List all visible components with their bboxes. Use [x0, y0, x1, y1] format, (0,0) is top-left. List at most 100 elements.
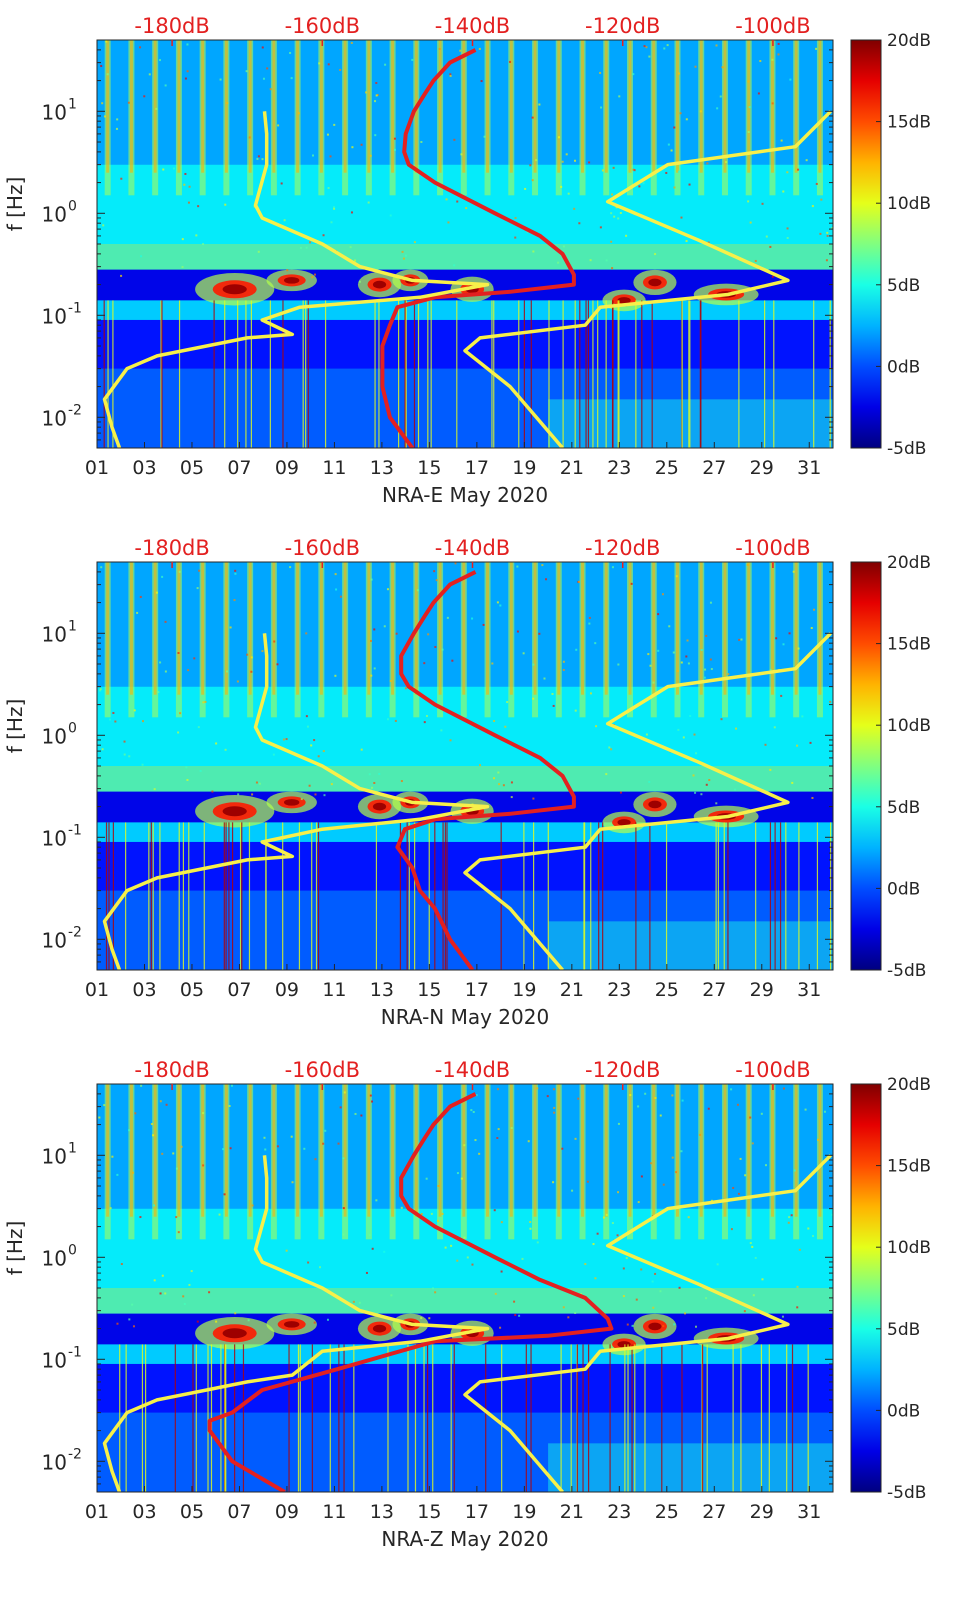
y-tick-label: 10	[42, 724, 67, 748]
series-line-1	[207, 1092, 614, 1492]
x-tick-label: 05	[180, 979, 204, 1001]
top-axis-tick-label: -100dB	[735, 14, 810, 38]
spectrogram-image	[97, 562, 833, 970]
colorbar-tick-label: 20dB	[887, 31, 931, 51]
y-tick-label: 10	[42, 1144, 67, 1168]
colorbar-tick-label: 10dB	[887, 1238, 931, 1258]
spectrogram-image	[97, 40, 833, 448]
x-tick-label: 11	[322, 457, 346, 479]
y-axis-label: f [Hz]	[3, 699, 27, 754]
x-tick-label: 15	[417, 1501, 441, 1523]
colorbar-tick-label: -5dB	[887, 439, 926, 459]
colorbar-tick-label: 15dB	[887, 635, 931, 655]
x-tick-label: 19	[512, 457, 536, 479]
colorbar-tick-label: 10dB	[887, 716, 931, 736]
colorbar: 20dB 15dB 10dB 5dB 0dB -5dB	[850, 1075, 931, 1503]
y-tick-exponent: 1	[68, 618, 77, 634]
colorbar-tick-label: 5dB	[887, 798, 920, 818]
y-tick-label: 10	[42, 100, 67, 124]
colorbar-tick-label: 0dB	[887, 879, 920, 899]
y-tick-label: 10	[42, 1348, 67, 1372]
y-tick-exponent: -1	[68, 1344, 82, 1360]
x-tick-label: 11	[322, 979, 346, 1001]
x-tick-label: 09	[275, 979, 299, 1001]
x-tick-label: 01	[85, 457, 109, 479]
colorbar-tick-label: 20dB	[887, 1075, 931, 1095]
y-tick-exponent: -2	[68, 924, 82, 940]
y-tick-exponent: 0	[68, 198, 77, 214]
series-line-1	[395, 570, 576, 970]
x-tick-label: 21	[560, 1501, 584, 1523]
y-tick-exponent: 1	[68, 1140, 77, 1156]
colorbar: 20dB 15dB 10dB 5dB 0dB -5dB	[850, 31, 931, 459]
x-tick-label: 07	[227, 457, 251, 479]
x-tick-label: 25	[655, 979, 679, 1001]
spectrogram-image	[97, 1084, 833, 1492]
colorbar-tick-label: 15dB	[887, 1157, 931, 1177]
x-tick-label: 17	[465, 979, 489, 1001]
y-tick-exponent: -2	[68, 402, 82, 418]
top-axis-tick-label: -100dB	[735, 536, 810, 560]
x-tick-label: 07	[227, 1501, 251, 1523]
x-tick-label: 11	[322, 1501, 346, 1523]
x-axis-label: NRA-E May 2020	[382, 483, 548, 507]
x-tick-label: 21	[560, 979, 584, 1001]
series-line-2	[102, 1155, 490, 1492]
x-tick-label: 23	[607, 979, 631, 1001]
x-tick-label: 01	[85, 979, 109, 1001]
top-axis-tick-label: -140dB	[435, 14, 510, 38]
x-tick-label: 17	[465, 457, 489, 479]
colorbar-tick-label: 10dB	[887, 194, 931, 214]
y-tick-label: 10	[42, 406, 67, 430]
series-line-3	[463, 632, 832, 970]
x-tick-label: 25	[655, 457, 679, 479]
y-tick-exponent: 0	[68, 720, 77, 736]
y-tick-label: 10	[42, 1450, 67, 1474]
series-line-3	[463, 1154, 832, 1492]
y-tick-label: 10	[42, 622, 67, 646]
y-axis-label: f [Hz]	[3, 177, 27, 232]
top-axis-tick-label: -160dB	[285, 1058, 360, 1082]
x-axis-label: NRA-N May 2020	[381, 1005, 549, 1029]
x-tick-label: 31	[797, 979, 821, 1001]
colorbar: 20dB 15dB 10dB 5dB 0dB -5dB	[850, 553, 931, 981]
top-axis-tick-label: -160dB	[285, 14, 360, 38]
y-tick-exponent: -1	[68, 300, 82, 316]
x-tick-label: 19	[512, 1501, 536, 1523]
y-tick-label: 10	[42, 304, 67, 328]
colorbar-tick-label: 15dB	[887, 113, 931, 133]
colorbar-tick-label: 5dB	[887, 276, 920, 296]
x-tick-label: 25	[655, 1501, 679, 1523]
colorbar-tick-label: 5dB	[887, 1320, 920, 1340]
series-line-1	[380, 48, 576, 448]
x-tick-label: 21	[560, 457, 584, 479]
y-axis-label: f [Hz]	[3, 1221, 27, 1276]
y-tick-label: 10	[42, 202, 67, 226]
x-tick-label: 31	[797, 457, 821, 479]
x-tick-label: 29	[750, 979, 774, 1001]
series-line-2	[102, 633, 490, 970]
x-tick-label: 13	[370, 979, 394, 1001]
x-tick-label: 01	[85, 1501, 109, 1523]
x-tick-label: 15	[417, 979, 441, 1001]
top-axis-tick-label: -120dB	[585, 1058, 660, 1082]
top-axis-tick-label: -140dB	[435, 1058, 510, 1082]
top-axis-tick-label: -180dB	[134, 1058, 209, 1082]
top-axis-tick-label: -140dB	[435, 536, 510, 560]
y-tick-label: 10	[42, 1246, 67, 1270]
x-tick-label: 29	[750, 457, 774, 479]
x-tick-label: 15	[417, 457, 441, 479]
series-line-3	[463, 110, 832, 448]
colorbar-tick-label: -5dB	[887, 961, 926, 981]
x-tick-label: 13	[370, 1501, 394, 1523]
series-line-2	[102, 111, 490, 448]
y-tick-exponent: 0	[68, 1242, 77, 1258]
x-tick-label: 23	[607, 1501, 631, 1523]
y-tick-exponent: -1	[68, 822, 82, 838]
x-tick-label: 17	[465, 1501, 489, 1523]
top-axis-tick-label: -180dB	[134, 14, 209, 38]
